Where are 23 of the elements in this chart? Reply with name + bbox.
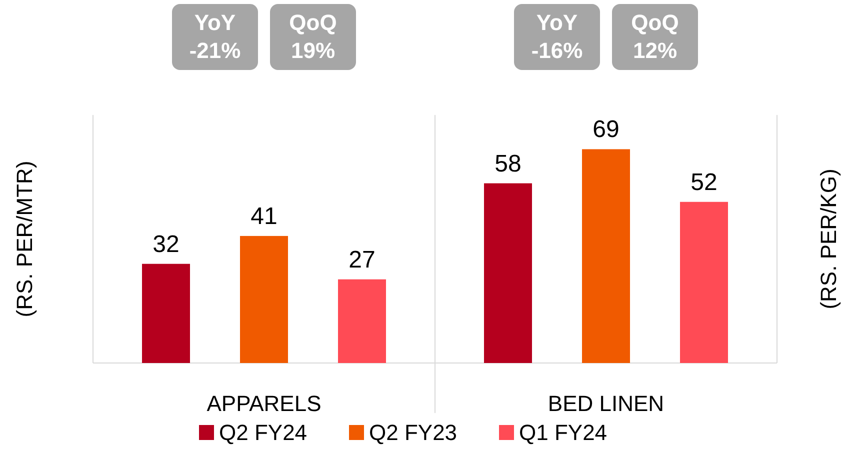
data-label: 69 bbox=[592, 116, 620, 144]
text: YoY -21% bbox=[189, 10, 241, 63]
x-tick-label: APPARELS bbox=[206, 391, 322, 416]
legend-label: Q2 FY23 bbox=[369, 420, 458, 445]
legend-label: Q1 FY24 bbox=[519, 420, 608, 445]
bar bbox=[338, 279, 386, 363]
bar bbox=[582, 149, 630, 363]
text: QoQ 19% bbox=[289, 10, 337, 63]
bar bbox=[142, 264, 190, 363]
x-tick-label: BED LINEN bbox=[548, 391, 664, 416]
text: YoY -16% bbox=[531, 10, 583, 63]
bar bbox=[240, 236, 288, 363]
data-label: 58 bbox=[494, 150, 522, 178]
data-label: 52 bbox=[690, 168, 718, 196]
data-label: 41 bbox=[250, 202, 278, 230]
y2-axis-title: (RS. PER/KG) bbox=[816, 168, 841, 310]
legend-label: Q2 FY24 bbox=[219, 420, 308, 445]
data-label: 27 bbox=[348, 246, 376, 274]
y-axis-title: (RS. PER/MTR) bbox=[12, 160, 37, 318]
text: QoQ 12% bbox=[631, 10, 679, 63]
bar bbox=[484, 183, 532, 363]
bar bbox=[680, 202, 728, 363]
data-label: 32 bbox=[152, 230, 180, 258]
